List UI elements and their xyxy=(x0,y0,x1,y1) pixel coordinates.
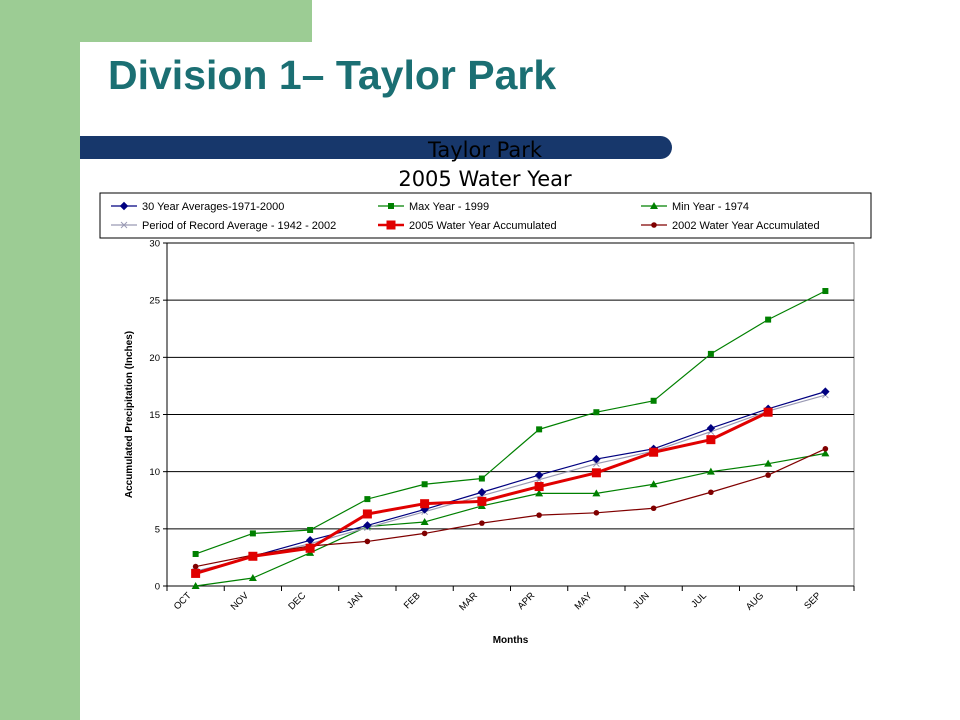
data-point-2005-water-year-accumulated xyxy=(706,435,716,445)
data-point-max-year-1999 xyxy=(421,481,428,488)
data-point-2005-water-year-accumulated xyxy=(305,543,315,553)
y-axis-title: Accumulated Precipitation (Inches) xyxy=(124,331,135,498)
legend-label: 2002 Water Year Accumulated xyxy=(672,220,820,232)
data-point-30-year-averages-1971-2000 xyxy=(477,488,487,497)
data-point-min-year-1974 xyxy=(191,582,200,589)
series-line-2002-water-year-accumulated xyxy=(195,448,826,568)
chart-title-band xyxy=(80,136,672,159)
y-tick-label: 5 xyxy=(155,524,160,535)
legend-marker xyxy=(388,203,394,209)
y-tick-label: 15 xyxy=(149,410,160,421)
data-point-min-year-1974 xyxy=(592,489,601,497)
data-point-min-year-1974 xyxy=(764,459,773,467)
data-point-min-year-1974 xyxy=(248,573,257,581)
legend-marker xyxy=(650,202,658,209)
data-point-30-year-averages-1971-2000 xyxy=(363,521,372,530)
data-point-2005-water-year-accumulated xyxy=(362,509,372,519)
x-tick-label: MAY xyxy=(573,590,595,612)
data-point-2002-water-year-accumulated xyxy=(421,530,428,537)
series-line-period-of-record-average-1942-2002 xyxy=(195,394,826,572)
data-point-30-year-averages-1971-2000 xyxy=(821,387,830,396)
data-point-max-year-1999 xyxy=(822,288,829,295)
data-point-2005-water-year-accumulated xyxy=(763,407,773,417)
x-tick-label: FEB xyxy=(402,590,423,611)
data-point-period-of-record-average-1942-2002 xyxy=(593,460,600,468)
legend-label: Min Year - 1974 xyxy=(672,201,749,213)
legend-label: Period of Record Average - 1942 - 2002 xyxy=(142,220,336,232)
side-accent-bar xyxy=(0,0,80,720)
data-point-2002-water-year-accumulated xyxy=(708,489,714,496)
data-point-max-year-1999 xyxy=(707,350,714,357)
y-tick-label: 30 xyxy=(149,239,160,250)
data-point-2005-water-year-accumulated xyxy=(649,447,659,457)
data-point-2002-water-year-accumulated xyxy=(822,446,829,452)
x-axis-title: Months xyxy=(493,635,529,646)
x-tick-label: OCT xyxy=(172,590,194,612)
y-tick-label: 0 xyxy=(155,582,160,593)
data-point-min-year-1974 xyxy=(420,517,429,525)
data-point-max-year-1999 xyxy=(593,409,600,416)
y-tick-label: 10 xyxy=(149,467,160,478)
legend-marker xyxy=(386,220,396,230)
data-point-max-year-1999 xyxy=(765,316,772,323)
data-point-30-year-averages-1971-2000 xyxy=(534,470,544,480)
data-point-2002-water-year-accumulated xyxy=(593,510,600,516)
x-tick-label: DEC xyxy=(286,590,308,612)
data-point-period-of-record-average-1942-2002 xyxy=(535,476,543,484)
legend-label: 2005 Water Year Accumulated xyxy=(409,220,557,232)
data-point-30-year-averages-1971-2000 xyxy=(706,424,716,433)
data-point-2002-water-year-accumulated xyxy=(479,520,485,526)
data-point-2005-water-year-accumulated xyxy=(477,496,487,506)
series-line-30-year-averages-1971-2000 xyxy=(195,391,826,573)
data-point-2002-water-year-accumulated xyxy=(536,512,542,518)
data-point-max-year-1999 xyxy=(650,397,657,404)
x-tick-label: APR xyxy=(516,590,538,612)
data-point-max-year-1999 xyxy=(192,550,199,557)
legend-marker xyxy=(651,222,657,228)
legend: 30 Year Averages-1971-2000 Max Year - 199… xyxy=(99,192,872,239)
data-point-2005-water-year-accumulated xyxy=(191,568,201,578)
y-tick-label: 25 xyxy=(149,296,160,307)
data-point-min-year-1974 xyxy=(535,489,544,497)
legend-box xyxy=(99,192,872,239)
x-tick-label: MAR xyxy=(457,590,480,613)
top-accent-bar xyxy=(80,0,312,42)
series-line-min-year-1974 xyxy=(195,452,826,587)
data-point-2002-water-year-accumulated xyxy=(650,505,657,512)
data-point-max-year-1999 xyxy=(364,496,371,503)
x-tick-label: AUG xyxy=(744,590,766,612)
legend-marker xyxy=(120,221,128,229)
data-point-2002-water-year-accumulated xyxy=(765,472,771,478)
data-point-min-year-1974 xyxy=(706,467,715,475)
data-point-2005-water-year-accumulated xyxy=(591,468,601,478)
legend-label: Max Year - 1999 xyxy=(409,201,489,213)
chart-subtitle: 2005 Water Year xyxy=(398,167,572,191)
data-point-2002-water-year-accumulated xyxy=(364,538,371,545)
data-point-max-year-1999 xyxy=(536,426,543,433)
data-point-min-year-1974 xyxy=(649,480,658,488)
chart-title: Taylor Park xyxy=(427,138,543,162)
legend-label: 30 Year Averages-1971-2000 xyxy=(142,201,284,213)
legend-marker xyxy=(119,201,129,211)
x-tick-label: JUN xyxy=(631,590,652,611)
data-point-2002-water-year-accumulated xyxy=(192,563,199,570)
x-tick-label: JUL xyxy=(689,590,709,610)
y-tick-label: 20 xyxy=(149,353,160,364)
data-point-max-year-1999 xyxy=(478,475,485,482)
x-tick-label: NOV xyxy=(229,590,252,613)
data-point-2005-water-year-accumulated xyxy=(420,499,430,509)
data-point-min-year-1974 xyxy=(821,449,830,457)
x-tick-label: SEP xyxy=(802,590,823,611)
slide-title: Division 1– Taylor Park xyxy=(108,52,557,98)
data-point-2005-water-year-accumulated xyxy=(248,551,258,561)
series-line-max-year-1999 xyxy=(195,290,826,555)
data-point-max-year-1999 xyxy=(249,530,256,537)
accent-corner-curve xyxy=(80,42,150,112)
data-point-2005-water-year-accumulated xyxy=(534,482,544,492)
x-tick-label: JAN xyxy=(345,590,366,611)
data-point-30-year-averages-1971-2000 xyxy=(592,454,601,464)
data-point-max-year-1999 xyxy=(307,526,314,533)
